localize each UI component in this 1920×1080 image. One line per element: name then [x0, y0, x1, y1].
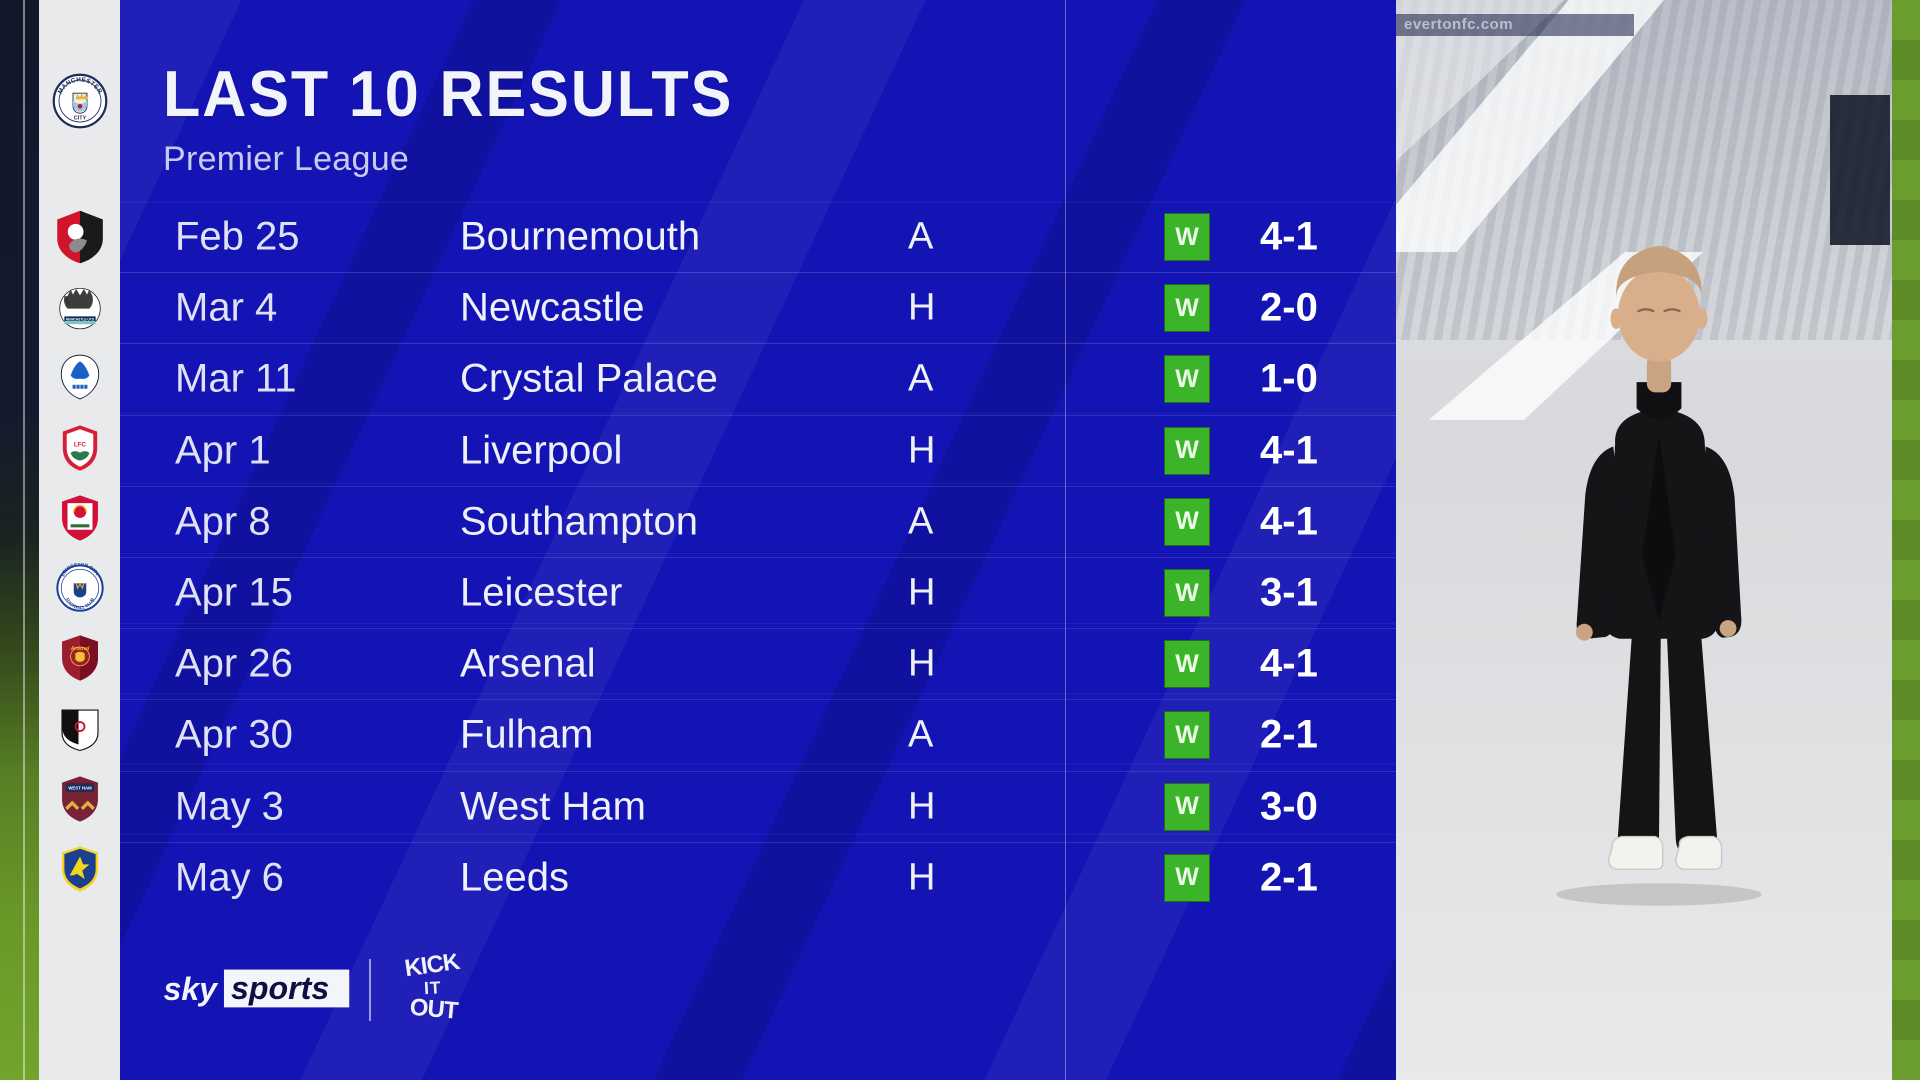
svg-text:WEST HAM: WEST HAM: [68, 785, 92, 790]
svg-text:CITY: CITY: [73, 115, 86, 121]
svg-text:OUT: OUT: [409, 994, 460, 1025]
svg-text:sky: sky: [163, 971, 219, 1007]
svg-text:Arsenal: Arsenal: [69, 646, 89, 652]
svg-text:LFC: LFC: [73, 441, 86, 448]
svg-text:KICK: KICK: [403, 948, 463, 983]
svg-text:sports: sports: [231, 970, 329, 1006]
svg-text:NEWCASTLE UTD: NEWCASTLE UTD: [65, 318, 94, 322]
